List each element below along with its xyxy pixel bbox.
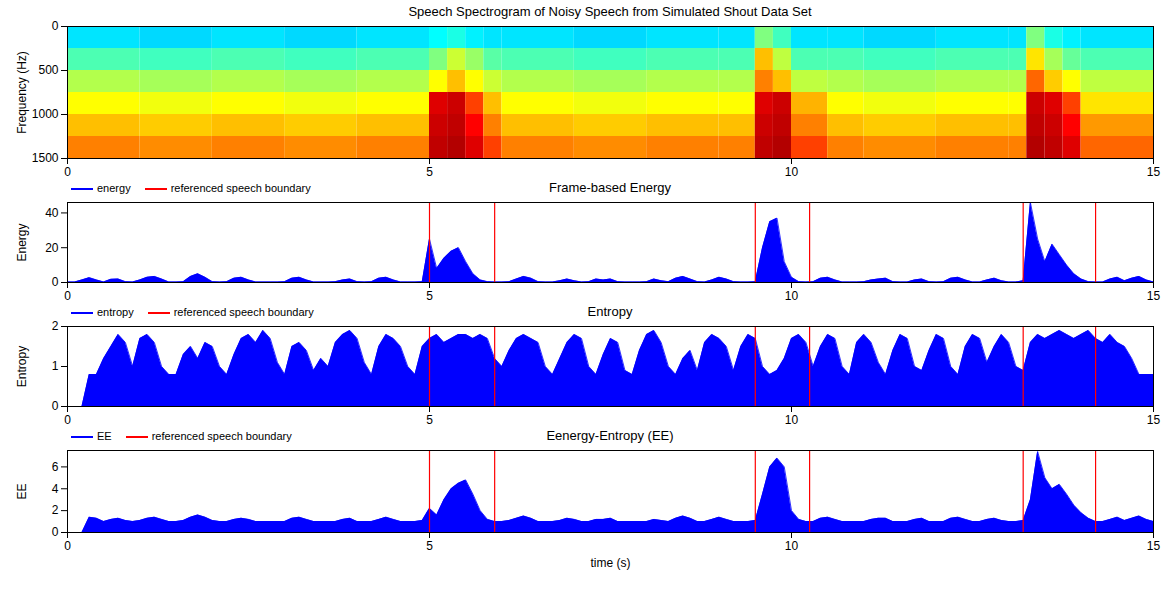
svg-text:0: 0 [64, 539, 71, 553]
html-text:referenced speech boundary: referenced speech boundary [170, 182, 311, 194]
svg-text:0: 0 [52, 525, 59, 539]
svg-text:Frequency (Hz): Frequency (Hz) [15, 51, 29, 134]
html-text:Entropy: Entropy [587, 304, 633, 319]
svg-text:0: 0 [64, 289, 71, 303]
svg-text:0: 0 [64, 165, 71, 179]
svg-text:0: 0 [52, 275, 59, 289]
svg-text:4: 4 [52, 482, 59, 496]
svg-text:0: 0 [52, 399, 59, 413]
svg-text:time (s): time (s) [591, 556, 631, 570]
html-text:referenced speech boundary: referenced speech boundary [151, 430, 292, 442]
svg-text:5: 5 [426, 413, 433, 427]
svg-text:10: 10 [785, 413, 799, 427]
svg-text:2: 2 [52, 503, 59, 517]
html-text:Speech Spectrogram of Noisy Sp: Speech Spectrogram of Noisy Speech from … [408, 4, 812, 19]
svg-text:2: 2 [52, 320, 59, 333]
svg-text:10: 10 [785, 165, 799, 179]
svg-text:0: 0 [64, 413, 71, 427]
svg-text:15: 15 [1147, 539, 1161, 553]
svg-text:Entropy: Entropy [15, 346, 29, 387]
html-text:Eenergy-Entropy (EE): Eenergy-Entropy (EE) [546, 428, 674, 443]
svg-text:20: 20 [45, 241, 59, 255]
svg-text:1000: 1000 [32, 107, 59, 121]
svg-text:5: 5 [426, 165, 433, 179]
html-text:energy: energy [97, 182, 131, 194]
svg-text:10: 10 [785, 289, 799, 303]
svg-text:5: 5 [426, 539, 433, 553]
svg-text:0: 0 [52, 20, 59, 33]
svg-text:1: 1 [52, 359, 59, 373]
svg-text:1500: 1500 [32, 151, 59, 165]
html-text:referenced speech boundary: referenced speech boundary [173, 306, 314, 318]
svg-text:EE: EE [15, 483, 29, 499]
svg-text:6: 6 [52, 460, 59, 474]
svg-text:40: 40 [45, 206, 59, 220]
html-text:entropy: entropy [97, 306, 134, 318]
svg-text:15: 15 [1147, 289, 1161, 303]
svg-text:15: 15 [1147, 413, 1161, 427]
svg-text:15: 15 [1147, 165, 1161, 179]
html-text:Frame-based Energy: Frame-based Energy [548, 180, 672, 195]
html-text:EE: EE [97, 430, 112, 442]
svg-text:Energy: Energy [15, 223, 29, 261]
svg-text:10: 10 [785, 539, 799, 553]
svg-text:5: 5 [426, 289, 433, 303]
svg-text:500: 500 [38, 63, 58, 77]
